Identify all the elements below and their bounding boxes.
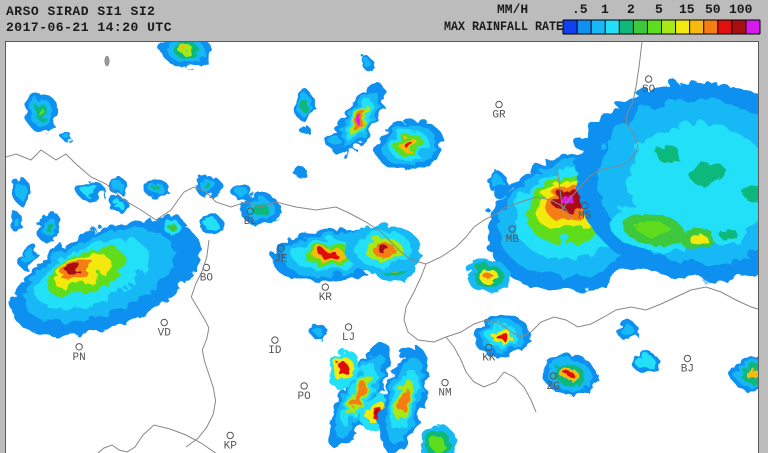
svg-text:PO: PO — [297, 391, 311, 403]
svg-text:VD: VD — [158, 328, 172, 340]
svg-text:ZG: ZG — [547, 381, 560, 393]
svg-text:BJ: BJ — [681, 364, 694, 376]
svg-text:KP: KP — [224, 440, 238, 452]
svg-text:5: 5 — [655, 2, 663, 17]
svg-text:100: 100 — [729, 2, 753, 17]
svg-text:MM/H: MM/H — [497, 2, 528, 17]
svg-text:GR: GR — [492, 110, 506, 122]
svg-text:ID: ID — [268, 345, 282, 357]
svg-text:15: 15 — [679, 2, 695, 17]
svg-text:MAX RAINFALL RATE: MAX RAINFALL RATE — [444, 19, 563, 34]
svg-text:KK: KK — [482, 352, 496, 364]
svg-text:JE: JE — [274, 253, 288, 265]
svg-text:1: 1 — [601, 2, 609, 17]
svg-text:PN: PN — [72, 352, 85, 364]
svg-text:.5: .5 — [572, 2, 588, 17]
svg-text:KR: KR — [319, 292, 333, 304]
svg-text:LJ: LJ — [342, 332, 355, 344]
svg-text:BO: BO — [200, 273, 214, 285]
svg-text:BL: BL — [244, 216, 257, 228]
svg-text:SO: SO — [642, 84, 656, 96]
svg-text:50: 50 — [705, 2, 721, 17]
svg-text:NM: NM — [438, 388, 451, 400]
svg-text:2: 2 — [627, 2, 635, 17]
svg-text:MS: MS — [578, 211, 592, 223]
svg-text:MB: MB — [506, 234, 520, 246]
